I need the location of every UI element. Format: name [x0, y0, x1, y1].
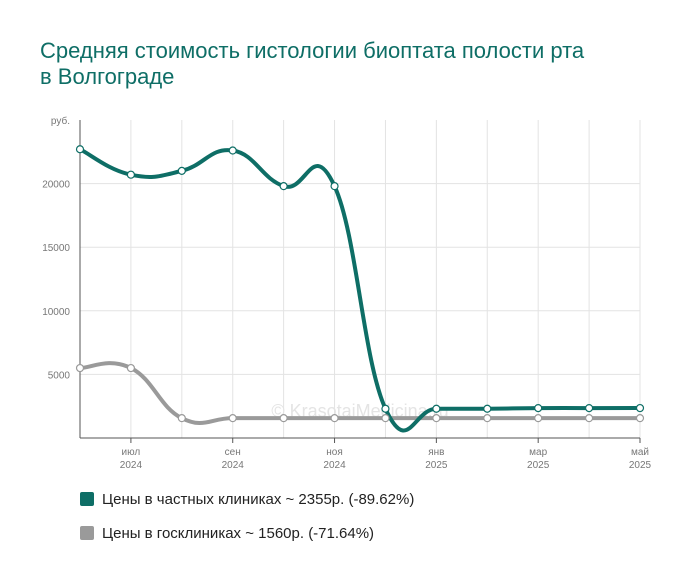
x-tick-year: 2024: [120, 460, 143, 471]
data-point-public: [330, 414, 339, 423]
x-tick-month: янв: [428, 447, 444, 458]
data-point-private: [534, 404, 543, 413]
legend-swatch-public: [80, 526, 94, 540]
x-tick-month: мар: [529, 447, 547, 458]
x-tick-year: 2025: [527, 460, 550, 471]
data-point-private: [279, 182, 288, 191]
chart-title: Средняя стоимость гистологии биоптата по…: [40, 38, 585, 89]
legend-label-private: Цены в частных клиниках ~ 2355р. (-89.62…: [102, 490, 415, 508]
y-tick-label: 5000: [48, 370, 71, 381]
y-tick-label: 15000: [42, 243, 70, 254]
data-point-public: [432, 414, 441, 423]
data-point-private: [584, 404, 594, 413]
data-point-public: [126, 363, 136, 373]
grid-lines: [79, 120, 641, 438]
x-tick-month: сен: [225, 447, 241, 458]
series-lines: [78, 147, 642, 433]
x-tick-year: 2025: [629, 460, 652, 471]
data-point-private: [126, 170, 136, 179]
data-point-private: [432, 404, 441, 413]
data-point-private: [635, 403, 645, 413]
data-point-public: [534, 414, 543, 423]
data-point-public: [483, 414, 492, 423]
data-point-private: [177, 166, 186, 175]
watermark-text: © KrasotaiMedicina.ru: [271, 401, 448, 421]
x-tick-year: 2025: [425, 460, 448, 471]
data-point-public: [584, 414, 594, 423]
data-point-private: [228, 146, 237, 155]
data-point-private: [75, 145, 85, 154]
x-tick-month: май: [631, 447, 649, 458]
legend-item-public[interactable]: Цены в госклиниках ~ 1560р. (-71.64%): [80, 520, 414, 546]
axes: 5000 10000 15000 20000 руб. июл 2024 сен 2024 ноя…: [42, 115, 651, 471]
y-tick-label: 10000: [42, 307, 70, 318]
data-point-public: [381, 414, 390, 423]
x-tick-year: 2024: [323, 460, 346, 471]
data-point-public: [228, 414, 237, 423]
x-tick-month: июл: [122, 447, 141, 458]
legend-label-public: Цены в госклиниках ~ 1560р. (-71.64%): [102, 524, 375, 542]
legend-item-private[interactable]: Цены в частных клиниках ~ 2355р. (-89.62…: [80, 486, 414, 512]
legend-swatch-private: [80, 492, 94, 506]
data-point-public: [635, 414, 645, 423]
series-line-private: [78, 147, 642, 433]
x-tick-year: 2024: [222, 460, 245, 471]
data-points: [75, 145, 645, 423]
data-point-public: [75, 363, 85, 373]
data-point-public: [177, 414, 186, 423]
y-axis-unit-label: руб.: [51, 115, 70, 127]
data-point-private: [381, 404, 390, 413]
data-point-private: [483, 404, 492, 413]
data-point-public: [279, 414, 288, 423]
legend: Цены в частных клиниках ~ 2355р. (-89.62…: [80, 486, 414, 554]
y-tick-label: 20000: [42, 180, 70, 191]
x-tick-month: ноя: [326, 447, 343, 458]
data-point-private: [330, 182, 339, 191]
